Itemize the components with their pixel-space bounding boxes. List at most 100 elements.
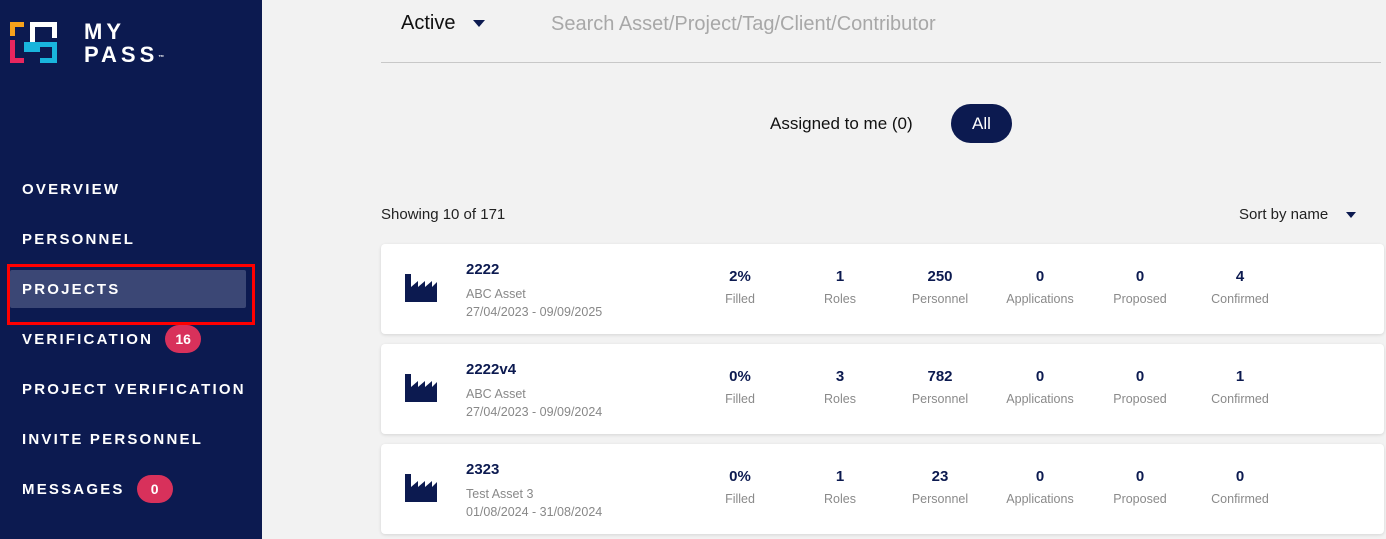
stat-applications: 0 Applications: [990, 268, 1090, 306]
stat-personnel: 250 Personnel: [890, 268, 990, 306]
stat-value: 0: [1035, 268, 1045, 285]
sidebar-item-verification[interactable]: VERIFICATION 16: [0, 314, 262, 364]
project-asset: ABC Asset: [466, 387, 526, 401]
factory-icon: [405, 274, 437, 302]
project-asset: Test Asset 3: [466, 487, 534, 501]
project-card[interactable]: 2222v4 ABC Asset 27/04/2023 - 09/09/2024…: [381, 344, 1384, 434]
stat-label: Proposed: [1113, 492, 1167, 506]
app-logo[interactable]: MY PASS™: [10, 18, 210, 70]
sidebar-item-label: MESSAGES: [22, 480, 125, 498]
result-count: Showing 10 of 171: [381, 206, 506, 223]
stat-filled: 0% Filled: [690, 368, 790, 406]
project-dates: 01/08/2024 - 31/08/2024: [466, 505, 603, 519]
stat-proposed: 0 Proposed: [1090, 268, 1190, 306]
verification-count-badge: 16: [165, 325, 202, 353]
stat-filled: 0% Filled: [690, 468, 790, 506]
stat-value: 782: [927, 368, 953, 385]
filter-all-button[interactable]: All: [951, 104, 1012, 143]
project-list: 2222 ABC Asset 27/04/2023 - 09/09/2025 2…: [381, 244, 1384, 539]
stat-label: Personnel: [911, 392, 969, 406]
search-input[interactable]: [551, 8, 1171, 40]
stat-value: 0: [1135, 468, 1145, 485]
factory-icon: [405, 474, 437, 502]
stat-value: 0: [1235, 468, 1245, 485]
project-name: 2323: [466, 461, 500, 478]
mypass-logo-icon: [10, 22, 57, 63]
sidebar-item-label: PROJECTS: [22, 280, 121, 298]
stat-value: 0: [1135, 268, 1145, 285]
sidebar-item-label: INVITE PERSONNEL: [22, 430, 204, 448]
stat-applications: 0 Applications: [990, 468, 1090, 506]
stat-label: Proposed: [1113, 292, 1167, 306]
project-name: 2222v4: [466, 361, 517, 378]
sidebar-item-overview[interactable]: OVERVIEW: [0, 164, 262, 214]
sidebar-item-invite-personnel[interactable]: INVITE PERSONNEL: [0, 414, 262, 464]
logo-trademark: ™: [158, 55, 165, 61]
stat-value: 0: [1135, 368, 1145, 385]
sort-dropdown-value: Sort by name: [1239, 206, 1329, 223]
stat-proposed: 0 Proposed: [1090, 468, 1190, 506]
messages-count-badge: 0: [136, 475, 173, 503]
stat-personnel: 23 Personnel: [890, 468, 990, 506]
logo-text-line1: MY: [84, 19, 125, 44]
sidebar-item-label: PERSONNEL: [22, 230, 136, 248]
sidebar-item-projects[interactable]: PROJECTS: [0, 264, 262, 325]
sidebar-item-messages[interactable]: MESSAGES 0: [0, 464, 262, 514]
stat-confirmed: 0 Confirmed: [1190, 468, 1290, 506]
search-bar: Active: [381, 0, 1381, 63]
status-dropdown[interactable]: Active: [401, 12, 486, 35]
stat-label: Confirmed: [1211, 392, 1269, 406]
stat-label: Applications: [1006, 392, 1074, 406]
sidebar-item-label: OVERVIEW: [22, 180, 121, 198]
stat-roles: 1 Roles: [790, 468, 890, 506]
stat-label: Filled: [725, 492, 755, 506]
sidebar-item-label: VERIFICATION: [22, 330, 154, 348]
stat-label: Roles: [824, 492, 856, 506]
project-asset: ABC Asset: [466, 287, 526, 301]
project-card[interactable]: 2323 Test Asset 3 01/08/2024 - 31/08/202…: [381, 444, 1384, 534]
stat-roles: 3 Roles: [790, 368, 890, 406]
status-dropdown-value: Active: [401, 12, 456, 34]
stat-label: Filled: [725, 292, 755, 306]
stat-label: Applications: [1006, 292, 1074, 306]
stat-applications: 0 Applications: [990, 368, 1090, 406]
stat-value: 3: [835, 368, 845, 385]
stat-value: 1: [835, 468, 845, 485]
stat-label: Proposed: [1113, 392, 1167, 406]
stat-value: 250: [927, 268, 953, 285]
stat-value: 23: [931, 468, 949, 485]
stat-value: 4: [1235, 268, 1245, 285]
stat-label: Confirmed: [1211, 492, 1269, 506]
stat-label: Roles: [824, 292, 856, 306]
factory-icon: [405, 374, 437, 402]
stat-confirmed: 4 Confirmed: [1190, 268, 1290, 306]
chevron-down-icon: [1346, 211, 1357, 218]
stat-proposed: 0 Proposed: [1090, 368, 1190, 406]
project-dates: 27/04/2023 - 09/09/2025: [466, 305, 603, 319]
stat-value: 0%: [729, 468, 751, 485]
sort-dropdown[interactable]: Sort by name: [1239, 206, 1357, 223]
project-card[interactable]: 2222 ABC Asset 27/04/2023 - 09/09/2025 2…: [381, 244, 1384, 334]
sidebar-item-label: PROJECT VERIFICATION: [22, 380, 246, 398]
stat-label: Confirmed: [1211, 292, 1269, 306]
stat-personnel: 782 Personnel: [890, 368, 990, 406]
stat-label: Personnel: [911, 492, 969, 506]
sidebar-item-personnel[interactable]: PERSONNEL: [0, 214, 262, 264]
assignment-filter: Assigned to me (0) All: [262, 104, 1386, 144]
stat-value: 0: [1035, 368, 1045, 385]
sidebar-nav: OVERVIEW PERSONNEL PROJECTS VERIFICATION…: [0, 164, 262, 514]
stat-value: 0: [1035, 468, 1045, 485]
stat-roles: 1 Roles: [790, 268, 890, 306]
main-content: Active Assigned to me (0) All Showing 10…: [262, 0, 1386, 539]
stat-value: 0%: [729, 368, 751, 385]
chevron-down-icon: [473, 20, 486, 27]
project-name: 2222: [466, 261, 500, 278]
stat-value: 2%: [729, 268, 751, 285]
filter-assigned-to-me[interactable]: Assigned to me (0): [770, 114, 913, 133]
stat-value: 1: [1235, 368, 1245, 385]
logo-text-line2: PASS: [84, 42, 159, 67]
project-dates: 27/04/2023 - 09/09/2024: [466, 405, 603, 419]
sidebar-item-project-verification[interactable]: PROJECT VERIFICATION: [0, 364, 262, 414]
stat-filled: 2% Filled: [690, 268, 790, 306]
sidebar: MY PASS™ OVERVIEW PERSONNEL PROJECTS VER…: [0, 0, 262, 539]
